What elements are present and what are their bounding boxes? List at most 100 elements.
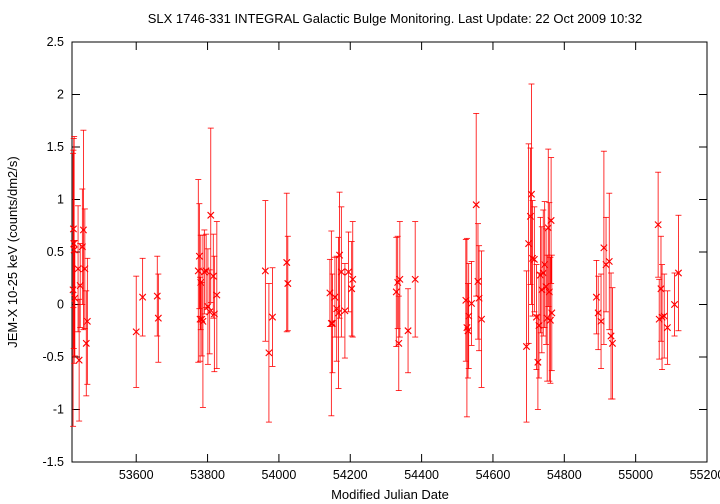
x-marker <box>660 312 668 320</box>
data-point <box>198 282 206 357</box>
data-point <box>474 223 482 340</box>
x-marker <box>547 216 555 225</box>
data-point <box>547 157 555 284</box>
x-tick-label: 54400 <box>404 468 439 482</box>
data-point <box>83 257 91 385</box>
data-point <box>472 113 480 297</box>
x-marker <box>467 299 476 308</box>
x-marker <box>261 267 269 275</box>
data-point <box>337 206 345 338</box>
x-marker <box>411 275 419 283</box>
x-marker <box>349 275 357 283</box>
data-point <box>464 283 472 379</box>
data-point <box>663 290 671 365</box>
x-marker <box>548 309 556 317</box>
data-point <box>546 256 554 384</box>
x-marker <box>344 268 353 276</box>
data-point <box>349 221 357 338</box>
x-marker <box>327 319 335 327</box>
data-point <box>71 240 79 357</box>
x-marker <box>283 258 291 267</box>
x-marker <box>607 332 615 340</box>
data-point <box>344 231 353 313</box>
data-point <box>70 136 78 364</box>
x-marker <box>522 342 531 351</box>
y-axis: -1.5 -1 -0.5 0 0.5 1 1.5 2 2.5 <box>42 35 707 469</box>
data-point <box>535 272 543 379</box>
x-marker <box>284 279 292 288</box>
data-point <box>284 235 292 332</box>
data-point <box>395 295 403 392</box>
x-tick-label: 55000 <box>618 468 653 482</box>
x-marker <box>79 226 88 234</box>
data-point <box>548 254 556 372</box>
x-marker <box>209 272 217 280</box>
x-marker <box>464 327 472 335</box>
x-marker <box>530 255 538 263</box>
x-marker <box>674 269 683 277</box>
data-point <box>75 298 83 422</box>
x-marker <box>199 317 207 325</box>
x-marker <box>268 313 277 321</box>
x-marker <box>207 211 215 219</box>
data-point <box>283 192 291 333</box>
chart-title: SLX 1746-331 INTEGRAL Galactic Bulge Mon… <box>148 11 643 26</box>
data-point <box>334 236 343 389</box>
data-point <box>539 209 547 337</box>
data-point <box>265 283 273 423</box>
data-point <box>139 257 147 337</box>
x-marker <box>474 277 482 285</box>
data-point <box>654 171 662 278</box>
data-point <box>534 314 542 410</box>
data-point <box>465 263 473 369</box>
data-point <box>411 221 419 338</box>
y-tick-label: 1 <box>57 193 64 207</box>
data-series <box>69 83 683 427</box>
x-marker <box>477 315 486 323</box>
x-tick-label: 55200 <box>690 468 720 482</box>
y-axis-label: JEM-X 10-25 keV (counts/dm2/s) <box>5 156 20 347</box>
x-tick-label: 53600 <box>119 468 154 482</box>
data-point <box>463 237 471 418</box>
data-point <box>594 275 602 351</box>
data-point <box>199 234 207 408</box>
x-marker <box>608 339 617 347</box>
data-point <box>209 233 217 319</box>
x-marker <box>546 316 554 324</box>
x-marker <box>392 288 400 296</box>
x-marker <box>396 275 404 283</box>
y-tick-label: 2.5 <box>47 35 64 49</box>
data-point <box>154 273 162 363</box>
data-point <box>674 214 683 332</box>
x-marker <box>82 339 90 347</box>
x-marker <box>594 309 602 317</box>
data-point <box>348 241 356 337</box>
x-axis: 53600 53800 54000 54200 54400 54600 54800 55000… <box>119 42 720 482</box>
x-marker <box>341 307 349 315</box>
y-tick-label: 1.5 <box>47 140 64 154</box>
data-point <box>206 269 214 355</box>
x-axis-label: Modified Julian Date <box>331 487 449 502</box>
data-point <box>132 275 140 388</box>
x-tick-label: 53800 <box>190 468 225 482</box>
data-point <box>467 261 476 346</box>
x-marker <box>605 257 613 266</box>
x-marker <box>544 224 552 232</box>
data-point <box>82 290 90 397</box>
x-marker <box>670 300 679 309</box>
x-marker <box>153 292 161 300</box>
data-point <box>396 221 404 338</box>
x-marker <box>534 358 542 366</box>
x-marker <box>206 308 214 316</box>
x-marker <box>139 293 147 301</box>
x-marker <box>654 221 662 229</box>
data-point <box>477 250 486 388</box>
x-marker <box>70 246 78 254</box>
x-marker <box>465 312 473 320</box>
y-tick-label: 0.5 <box>47 245 64 259</box>
data-point <box>657 235 665 342</box>
x-marker <box>75 356 83 364</box>
data-point <box>660 273 668 359</box>
x-marker <box>198 315 206 323</box>
x-marker <box>404 327 412 335</box>
